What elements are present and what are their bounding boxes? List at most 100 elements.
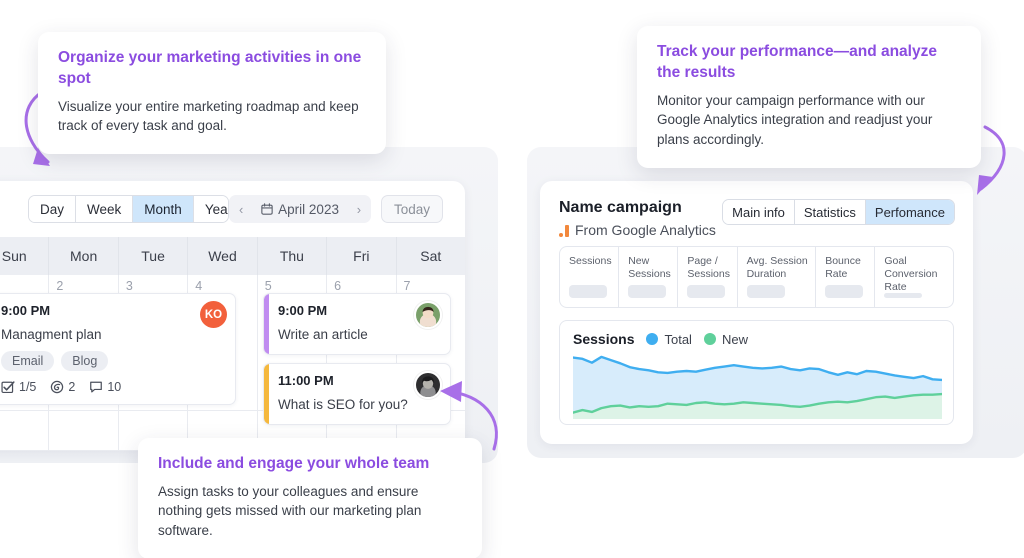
legend-label-total: Total [664, 331, 692, 347]
attachment-count: 2 [68, 380, 76, 394]
comment-meta: 10 [89, 380, 121, 394]
tag-blog[interactable]: Blog [61, 351, 109, 371]
event-body: 11:00 PM What is SEO for you? [269, 364, 450, 424]
calendar-toolbar: Day Week Month Year ‹ April 2023 › [0, 181, 465, 237]
paperclip-icon [51, 380, 64, 394]
callout-heading: Include and engage your whole team [158, 455, 430, 472]
metric-new-sessions: New Sessions [619, 247, 679, 307]
attachment-meta: 2 [50, 380, 75, 394]
event-meta: 1/5 2 10 [1, 380, 225, 394]
callout-organize: Organize your marketing activities in on… [38, 32, 386, 154]
sessions-chart-card: Sessions Total New [559, 320, 954, 425]
event-time: 9:00 PM [278, 303, 328, 318]
metric-sessions: Sessions [560, 247, 620, 307]
today-button[interactable]: Today [380, 195, 443, 223]
metric-value-placeholder [825, 285, 864, 298]
avatar-photo [416, 303, 440, 327]
metric-goal-conversion-rate: Goal Conversion Rate [875, 247, 953, 307]
checklist-meta: 1/5 [1, 380, 36, 394]
day-cell-empty[interactable] [0, 411, 50, 451]
metric-value-placeholder [687, 285, 726, 298]
period-label: April 2023 [278, 201, 339, 217]
checkbox-check-icon [1, 381, 15, 394]
next-period-button[interactable]: › [356, 201, 362, 217]
event-time: 11:00 PM [278, 373, 334, 388]
day-number: 4 [195, 279, 203, 293]
tab-perfomance[interactable]: Perfomance [865, 200, 954, 224]
event-title: Managment plan [1, 327, 102, 342]
tab-main-info[interactable]: Main info [723, 200, 795, 224]
view-button-week[interactable]: Week [76, 196, 134, 222]
legend-dot-total [646, 333, 659, 345]
metric-label: New Sessions [628, 255, 671, 280]
current-period: April 2023 [253, 202, 347, 217]
analytics-source-label: From Google Analytics [575, 222, 716, 238]
prev-period-button[interactable]: ‹ [239, 201, 244, 217]
weekday-wed: Wed [188, 237, 258, 275]
event-card-what-is-seo[interactable]: 11:00 PM What is SEO for you? [263, 363, 451, 425]
weekday-sat: Sat [420, 248, 442, 264]
avatar[interactable]: KO [200, 301, 227, 328]
analytics-card: Name campaign From Google Analytics Main… [540, 181, 973, 444]
metric-value-placeholder [569, 285, 607, 298]
day-number: 2 [56, 279, 64, 293]
sessions-area-chart [573, 355, 942, 419]
callout-body: Monitor your campaign performance with o… [657, 92, 933, 147]
day-cell-4[interactable]: 4 [188, 275, 258, 411]
view-button-day[interactable]: Day [29, 196, 77, 222]
metrics-strip: Sessions New Sessions Page / Sessions Av… [559, 246, 954, 308]
metric-value-placeholder [884, 293, 923, 298]
avatar[interactable] [414, 371, 442, 399]
analytics-source-row: From Google Analytics [559, 222, 955, 238]
event-title: Write an article [278, 327, 368, 342]
event-card-managment-plan[interactable]: 9:00 PM KO Managment plan Email Blog [0, 293, 236, 405]
avatar[interactable] [414, 301, 442, 329]
tag-email[interactable]: Email [1, 351, 55, 371]
weekday-sun: Sun [0, 237, 50, 275]
callout-include: Include and engage your whole team Assig… [138, 438, 482, 558]
callout-body: Visualize your entire marketing roadmap … [58, 98, 359, 134]
weekday-tue: Tue [119, 237, 189, 275]
calendar-card: Day Week Month Year ‹ April 2023 › [0, 181, 465, 451]
weekday-header: Sun Mon Tue Wed Thu Fri Sat [0, 237, 465, 275]
tab-statistics[interactable]: Statistics [794, 200, 866, 224]
event-color-bar [264, 364, 269, 424]
callout-heading: Track your performance—and analyze the r… [657, 43, 937, 81]
event-body: 9:00 PM KO Managment plan Email Blog [0, 294, 235, 404]
view-button-year[interactable]: Year [193, 196, 229, 222]
callout-track: Track your performance—and analyze the r… [637, 26, 981, 168]
analytics-header: Name campaign From Google Analytics [540, 181, 973, 238]
day-number: 6 [334, 279, 342, 293]
callout-heading: Organize your marketing activities in on… [58, 49, 362, 87]
event-body: 9:00 PM Write an article [269, 294, 450, 354]
weekday-mon: Mon [49, 237, 119, 275]
event-title: What is SEO for you? [278, 397, 408, 412]
calendar-view-switcher[interactable]: Day Week Month Year [28, 195, 230, 223]
checklist-count: 1/5 [19, 380, 37, 394]
event-card-write-an-article[interactable]: 9:00 PM Write an article [263, 293, 451, 355]
day-number: 5 [264, 279, 272, 293]
calendar-grid: 1 2 3 4 5 6 7 9:00 PM [0, 275, 465, 451]
day-number: 3 [125, 279, 133, 293]
view-button-month[interactable]: Month [133, 196, 194, 222]
google-analytics-icon [559, 224, 569, 237]
analytics-tab-switcher[interactable]: Main info Statistics Perfomance [722, 199, 955, 225]
metric-value-placeholder [628, 285, 667, 298]
comment-count: 10 [107, 380, 122, 394]
metric-bounce-rate: Bounce Rate [816, 247, 876, 307]
comment-bubble-icon [90, 381, 103, 393]
metric-label: Goal Conversion Rate [884, 255, 938, 293]
calendar-period-nav: ‹ April 2023 › [229, 195, 371, 223]
event-time: 9:00 PM [1, 303, 51, 318]
metric-label: Sessions [569, 255, 612, 267]
legend-total[interactable]: Total [646, 331, 692, 347]
legend-dot-new [703, 333, 716, 345]
calendar-icon [261, 203, 273, 215]
metric-page-per-sessions: Page / Sessions [678, 247, 738, 307]
legend-new[interactable]: New [703, 332, 748, 347]
campaign-title: Name campaign [559, 199, 682, 216]
avatar-photo [416, 373, 440, 397]
chart-legend: Sessions Total New [573, 331, 748, 347]
day-cell-empty[interactable] [49, 411, 119, 451]
